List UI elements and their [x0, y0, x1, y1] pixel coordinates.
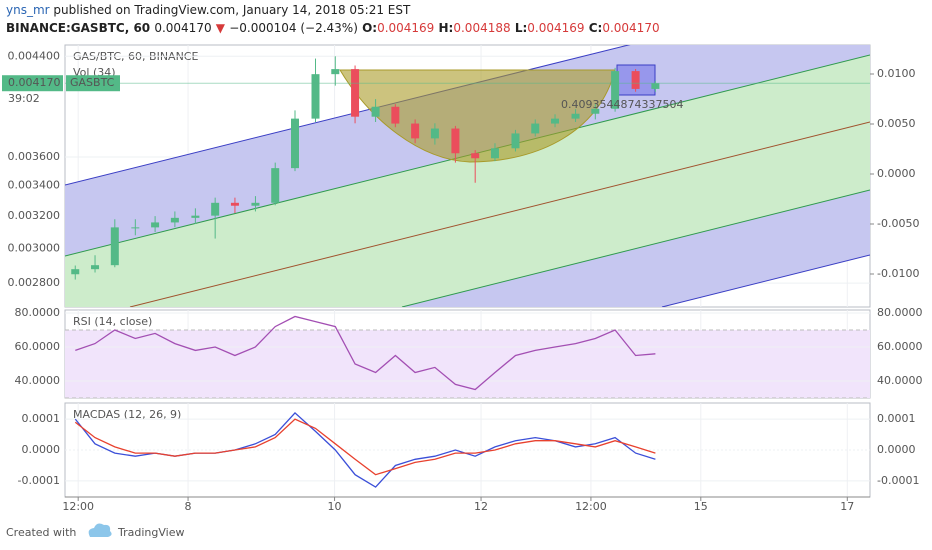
symbol-tag [66, 75, 120, 92]
candle-body [531, 123, 540, 134]
candle-body [311, 74, 320, 119]
channel-median [129, 121, 870, 307]
logo [88, 523, 112, 537]
x-tick-label: 12:00 [575, 500, 607, 513]
candle-body [191, 215, 200, 218]
candle-body [471, 153, 480, 159]
candle-body [91, 265, 100, 270]
y2-tick-label: -0.0100 [877, 267, 919, 280]
c-value: 0.004170 [602, 21, 659, 35]
candle-body [591, 108, 600, 114]
y-tick-label: -0.0001 [18, 474, 60, 487]
candle-body [651, 83, 660, 89]
candle-body [451, 128, 460, 154]
band-fill [65, 330, 870, 398]
candle-body [571, 113, 580, 119]
candle-body [511, 133, 520, 149]
x-tick-label: 17 [840, 500, 854, 513]
candle-body [71, 269, 80, 275]
candle-body [271, 168, 280, 203]
y-tick-label-right: 0.0001 [877, 412, 916, 425]
candle-body [411, 123, 420, 139]
o-value: 0.004169 [377, 21, 434, 35]
last-price-tag [2, 75, 63, 92]
arrow: ▼ [216, 21, 226, 35]
change: −0.000104 (−2.43%) [229, 21, 358, 35]
channel-line [401, 189, 870, 307]
y-tick-label: 0.003200 [8, 209, 61, 222]
c-label: C: [589, 21, 603, 35]
annotation: 0.4093544874337504 [561, 98, 683, 111]
candle-body [151, 222, 160, 228]
y2-tick-label: 0.0100 [877, 67, 916, 80]
pane-title: MACDAS (12, 26, 9) [73, 408, 181, 421]
y-tick-label-right: -0.0001 [877, 474, 919, 487]
y-tick-label: 80.0000 [15, 306, 61, 319]
y-tick-label-right: 80.0000 [877, 306, 923, 319]
candle-body [490, 148, 499, 159]
y-tick-label: 0.003400 [8, 179, 61, 192]
candle-body [230, 202, 239, 206]
series-line [74, 418, 656, 476]
y-tick-label-right: 40.0000 [877, 374, 923, 387]
l-value: 0.004169 [527, 21, 584, 35]
candle-body [391, 106, 400, 124]
candle-body [131, 227, 140, 229]
x-tick-label: 8 [185, 500, 192, 513]
candle-body [371, 106, 380, 117]
series-line [75, 315, 656, 391]
y-tick-label: 0.004400 [8, 49, 61, 62]
candle-body [291, 118, 299, 169]
last-price-label: 0.004170 [8, 76, 61, 89]
candle-body [110, 227, 119, 266]
candle-body [631, 71, 640, 89]
header-line: yns_mr published on TradingView.com, Jan… [6, 3, 411, 17]
y-tick-label: 0.002800 [8, 276, 61, 289]
candle-body [251, 202, 260, 206]
y-tick-label-right: 60.0000 [877, 340, 923, 353]
candle-body [611, 71, 620, 109]
countdown: 39:02 [8, 92, 40, 105]
x-tick-label: 15 [694, 500, 708, 513]
last: 0.004170 [154, 21, 211, 35]
author: yns_mr [6, 3, 50, 17]
candle-body [551, 118, 560, 124]
footer-brand[interactable]: TradingView [117, 526, 184, 539]
y2-tick-label: 0.0000 [877, 167, 916, 180]
series-marks: 0.004170 GASBTC 39:02 0.4093544874337504 [2, 56, 870, 498]
x-tick-label: 12:00 [62, 500, 94, 513]
published: published on TradingView.com, January 14… [53, 3, 411, 17]
y-tick-label: 0.0001 [22, 412, 61, 425]
footer-created: Created with [6, 526, 76, 539]
y-tick-label-right: 0.0000 [877, 443, 916, 456]
candle-body [351, 69, 360, 117]
y-tick-label: 0.003600 [8, 150, 61, 163]
y-tick-label: 60.0000 [15, 340, 61, 353]
symbol: BINANCE:GASBTC, 60 [6, 21, 150, 35]
y2-tick-label: 0.0050 [877, 117, 916, 130]
y-tick-label: 0.0000 [22, 443, 61, 456]
countdown-tag [2, 92, 42, 108]
candle-body [430, 128, 439, 139]
h-label: H: [439, 21, 454, 35]
channel-band [65, 55, 870, 307]
candle-body [331, 69, 340, 75]
pane-title: RSI (14, close) [73, 315, 152, 328]
x-tick-label: 10 [328, 500, 342, 513]
h-value: 0.004188 [453, 21, 510, 35]
l-label: L: [515, 21, 527, 35]
y2-tick-label: -0.0050 [877, 217, 919, 230]
x-tick-label: 12 [474, 500, 488, 513]
o-label: O: [362, 21, 377, 35]
candle-body [211, 202, 220, 216]
y-tick-label: 40.0000 [15, 374, 61, 387]
symbol-label: GASBTC [70, 76, 115, 89]
channel-line [661, 254, 870, 307]
candle-body [170, 217, 179, 223]
quote-line: BINANCE:GASBTC, 60 0.004170 ▼ −0.000104 … [6, 21, 660, 35]
y-tick-label: 0.003000 [8, 242, 61, 255]
